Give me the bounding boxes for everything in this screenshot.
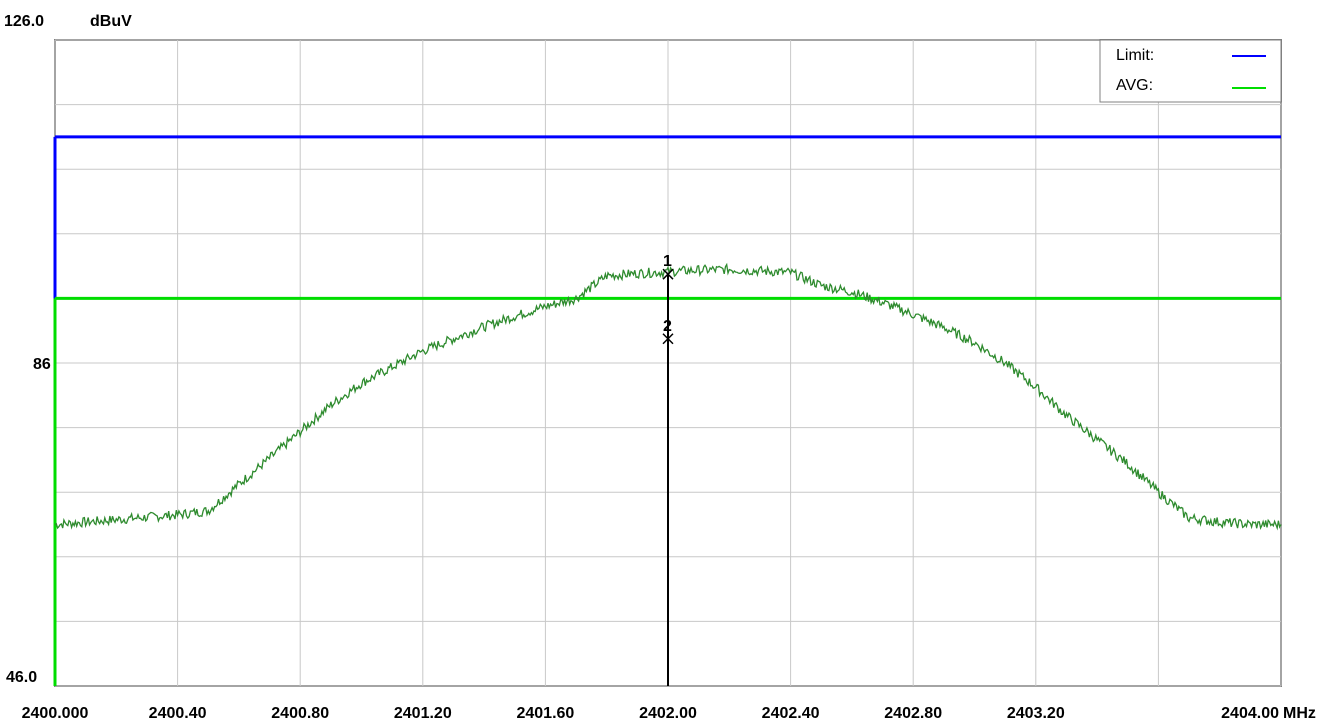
marker-1-label: 1 xyxy=(663,253,672,270)
legend-box xyxy=(1099,39,1282,103)
x-tick-labels: 2400.000 2400.40 2400.80 2401.20 2401.60 2402… xyxy=(22,705,1279,722)
series-line-0 xyxy=(54,262,1282,531)
x-tick-label-2: 2400.80 xyxy=(271,705,329,722)
series-group xyxy=(54,262,1282,531)
x-axis-unit-label: MHz xyxy=(1283,705,1316,722)
legend: Limit: AVG: xyxy=(1099,39,1282,103)
x-tick-label-4: 2401.60 xyxy=(516,705,574,722)
marker-2-label: 2 xyxy=(663,318,672,335)
x-tick-label-8: 2403.20 xyxy=(1007,705,1065,722)
x-tick-label-0: 2400.000 xyxy=(22,705,89,722)
x-tick-label-9: 2404.00 xyxy=(1221,705,1279,722)
x-tick-label-5: 2402.00 xyxy=(639,705,697,722)
y-tick-label-2: 46.0 xyxy=(6,669,37,686)
legend-label-avg: AVG: xyxy=(1116,77,1153,94)
marker-2-cross xyxy=(662,333,674,345)
marker-1-cross xyxy=(662,268,674,280)
legend-label-limit: Limit: xyxy=(1116,47,1154,64)
y-tick-label-1: 86 xyxy=(33,356,51,373)
x-tick-label-6: 2402.40 xyxy=(762,705,820,722)
y-axis-unit-label: dBuV xyxy=(90,13,132,30)
x-tick-label-3: 2401.20 xyxy=(394,705,452,722)
y-tick-labels: 126.0 86 46.0 xyxy=(4,13,51,686)
x-tick-label-1: 2400.40 xyxy=(149,705,207,722)
markers-group: 12 xyxy=(662,253,674,686)
y-tick-label-0: 126.0 xyxy=(4,13,44,30)
x-tick-label-7: 2402.80 xyxy=(884,705,942,722)
